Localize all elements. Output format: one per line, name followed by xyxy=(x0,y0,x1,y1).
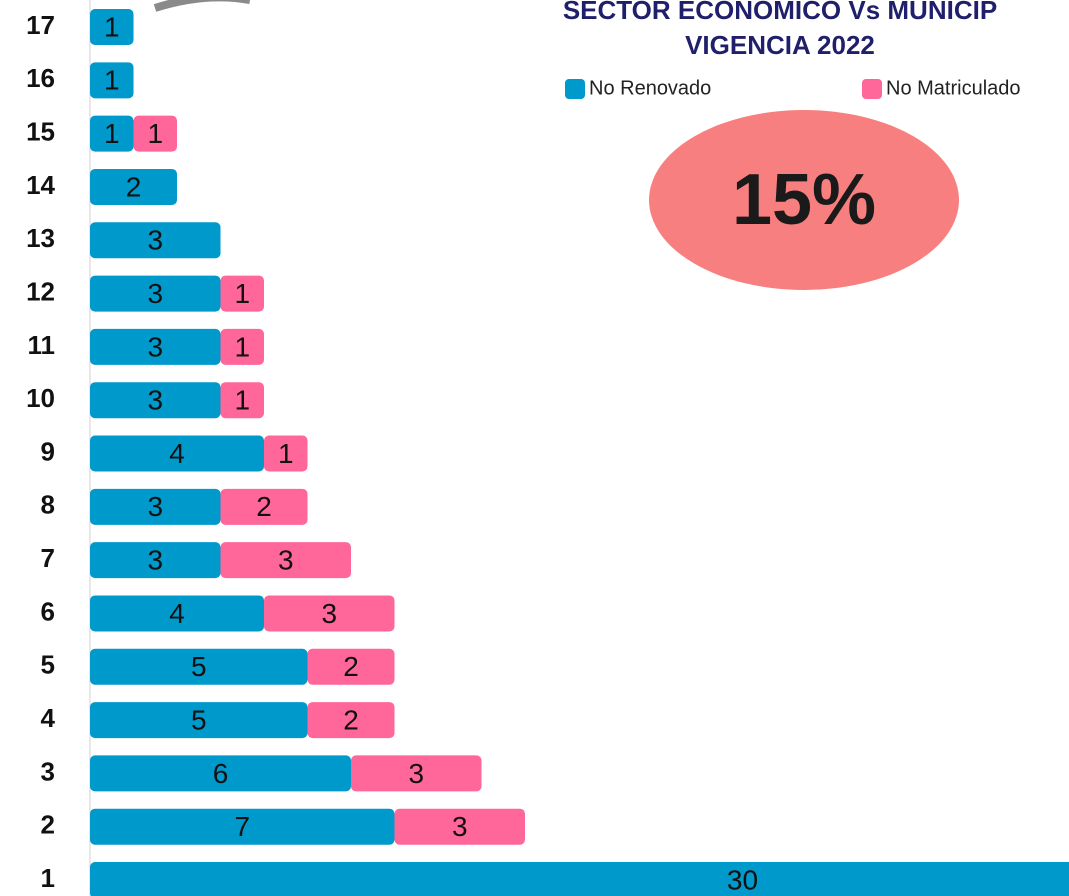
y-tick-label: 6 xyxy=(41,596,55,626)
legend-label: No Matriculado xyxy=(886,77,1021,99)
y-tick-label: 10 xyxy=(26,383,55,413)
y-tick-label: 1 xyxy=(41,863,55,893)
data-label: 7 xyxy=(234,811,250,842)
annotation-ellipse xyxy=(649,110,959,290)
data-label: 3 xyxy=(147,225,163,256)
legend-swatch xyxy=(862,79,882,99)
data-label: 1 xyxy=(104,11,120,42)
data-label: 2 xyxy=(343,651,359,682)
y-tick-label: 3 xyxy=(41,756,55,786)
decoration xyxy=(153,0,250,12)
data-label: 3 xyxy=(452,811,468,842)
bar-segment xyxy=(90,755,351,792)
y-tick-label: 15 xyxy=(26,117,55,147)
y-tick-label: 14 xyxy=(26,170,55,200)
y-tick-label: 11 xyxy=(28,330,56,360)
bar-segment xyxy=(90,702,308,739)
data-label: 1 xyxy=(278,438,294,469)
data-label: 3 xyxy=(147,491,163,522)
legend-swatch xyxy=(565,79,585,99)
bar-segment xyxy=(90,808,395,845)
y-tick-label: 13 xyxy=(26,223,55,253)
chart-subtitle: VIGENCIA 2022 xyxy=(685,30,875,60)
bar-segment xyxy=(90,9,134,45)
data-label: 1 xyxy=(104,118,120,149)
data-label: 5 xyxy=(191,704,207,735)
bar-segment xyxy=(90,382,221,419)
data-label: 3 xyxy=(147,278,163,309)
data-label: 3 xyxy=(147,385,163,416)
bar-segment xyxy=(220,328,264,365)
data-label: 2 xyxy=(343,704,359,735)
bar-segment xyxy=(90,115,134,152)
data-label: 1 xyxy=(104,65,120,96)
data-label: 1 xyxy=(234,278,250,309)
y-tick-label: 7 xyxy=(41,543,55,573)
y-tick-label: 17 xyxy=(26,10,55,40)
legend-label: No Renovado xyxy=(589,77,711,99)
data-label: 4 xyxy=(169,438,185,469)
y-tick-label: 9 xyxy=(41,436,55,466)
bar-segment xyxy=(90,328,221,365)
data-label: 2 xyxy=(126,171,142,202)
bar-segment xyxy=(90,542,221,579)
bar-segment xyxy=(90,595,264,632)
data-label: 1 xyxy=(147,118,163,149)
data-label: 5 xyxy=(191,651,207,682)
bar-segment xyxy=(90,275,221,312)
annotation: 15% xyxy=(732,160,876,240)
y-tick-label: 4 xyxy=(41,703,56,733)
y-tick-label: 16 xyxy=(26,63,55,93)
data-label: 3 xyxy=(321,598,337,629)
data-label: 1 xyxy=(234,331,250,362)
bar-segment xyxy=(220,275,264,312)
bar-segment xyxy=(307,702,395,739)
y-tick-label: 8 xyxy=(41,490,55,520)
y-tick-label: 12 xyxy=(26,276,55,306)
data-label: 3 xyxy=(408,758,424,789)
data-label: 2 xyxy=(256,491,272,522)
bar-segment xyxy=(307,648,395,685)
data-label: 4 xyxy=(169,598,185,629)
data-label: 3 xyxy=(147,331,163,362)
bar-segment xyxy=(394,808,525,845)
chart-title: SECTOR ECONÓMICO Vs MUNICIP xyxy=(563,0,997,25)
bar-segment xyxy=(264,435,308,472)
bar-segment xyxy=(220,542,351,579)
bar-segment xyxy=(220,382,264,419)
data-label: 30 xyxy=(727,864,758,895)
bar-segment xyxy=(90,488,221,525)
data-label: 1 xyxy=(234,385,250,416)
bar-segment xyxy=(90,222,221,259)
bar-segment xyxy=(220,488,308,525)
y-tick-label: 2 xyxy=(41,810,55,840)
bar-segment xyxy=(90,862,1069,896)
bar-segment xyxy=(264,595,395,632)
bar-segment xyxy=(351,755,482,792)
bar-segment xyxy=(90,168,177,205)
data-label: 3 xyxy=(278,545,294,576)
y-tick-label: 5 xyxy=(41,650,55,680)
bar-segment xyxy=(90,435,264,472)
data-label: 6 xyxy=(213,758,229,789)
bar-segment xyxy=(133,115,177,152)
bar-segment xyxy=(90,62,134,99)
bar-segment xyxy=(90,648,308,685)
data-label: 3 xyxy=(147,545,163,576)
